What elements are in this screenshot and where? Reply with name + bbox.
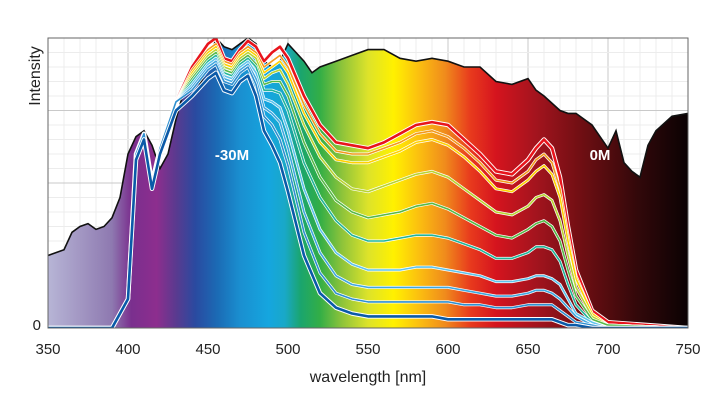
x-tick-label: 350 [35, 341, 60, 358]
y-axis-ticks: 0 [33, 317, 41, 334]
x-tick-label: 400 [115, 341, 140, 358]
x-tick-label: 650 [515, 341, 540, 358]
y-axis-title: Intensity [27, 46, 44, 106]
spectrum-background-fill [48, 38, 688, 328]
x-tick-label: 750 [675, 341, 700, 358]
series-line-10 [48, 70, 688, 328]
x-tick-label: 700 [595, 341, 620, 358]
x-axis-title: wavelength [nm] [309, 369, 427, 386]
series-lines [48, 38, 688, 328]
x-tick-label: 600 [435, 341, 460, 358]
x-tick-label: 450 [195, 341, 220, 358]
y-tick-label: 0 [33, 317, 41, 334]
annotation-0m: 0M [590, 147, 611, 164]
x-axis-ticks: 350 400 450 500 550 600 650 700 750 [35, 341, 700, 358]
plot-frame [47, 37, 689, 329]
series-line-9 [48, 62, 688, 328]
x-tick-label: 500 [275, 341, 300, 358]
spectrum-background-outline [48, 38, 688, 257]
annotation-minus-30m: -30M [215, 147, 249, 164]
x-tick-label: 550 [355, 341, 380, 358]
